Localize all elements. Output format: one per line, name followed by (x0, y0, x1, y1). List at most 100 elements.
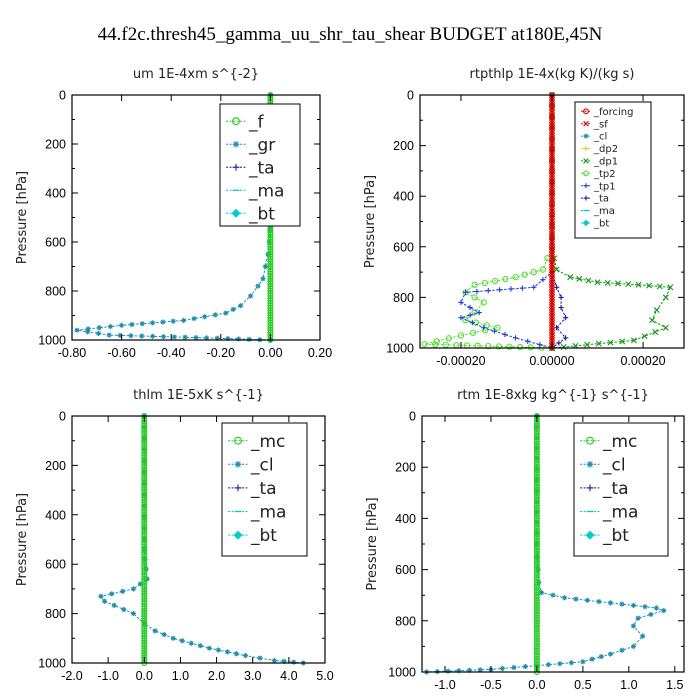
plot-area (98, 413, 306, 666)
data-point (121, 606, 127, 613)
subplot-title: um 1E-4xm s^{-2} (133, 67, 259, 82)
data-point (549, 233, 555, 240)
y-tick-label: 200 (45, 138, 66, 152)
data-point (233, 651, 240, 657)
data-point (549, 289, 555, 296)
legend-label: _forcing (593, 107, 634, 118)
data-point (471, 281, 478, 288)
data-point (545, 662, 552, 668)
data-point (433, 338, 440, 345)
data-point (531, 284, 537, 290)
x-tick-label: 0.00000 (529, 354, 574, 368)
legend-marker (586, 484, 594, 492)
legend-marker (583, 183, 589, 189)
data-point (491, 277, 499, 285)
data-point (197, 643, 203, 649)
x-tick-label: 1.5 (666, 678, 683, 692)
data-point (549, 337, 555, 344)
data-point (522, 663, 529, 670)
data-point (556, 340, 562, 346)
data-point (549, 238, 555, 245)
y-axis-label: Pressure [hPa] (15, 171, 30, 264)
data-point (471, 294, 478, 301)
x-tick-label: 0.0 (528, 678, 545, 692)
legend-marker (583, 170, 589, 177)
data-point (642, 604, 648, 610)
data-point (502, 275, 509, 283)
data-point (549, 286, 555, 293)
legend-marker (234, 436, 242, 445)
subplot-title: thlm 1E-5xK s^{-1} (133, 388, 264, 403)
data-point (549, 142, 555, 149)
data-point (549, 312, 555, 319)
data-point (649, 317, 656, 324)
legend-label: _ta (248, 158, 275, 178)
data-point (549, 299, 555, 306)
data-point (202, 314, 208, 320)
data-point (550, 592, 556, 598)
data-point (630, 602, 637, 609)
data-point (549, 226, 555, 233)
x-tick-label: 5.0 (316, 669, 333, 683)
data-point (242, 652, 249, 659)
data-point (549, 117, 555, 124)
data-point (549, 264, 555, 271)
data-point (549, 210, 555, 217)
data-point (549, 284, 555, 291)
data-point (474, 288, 480, 295)
legend-marker (583, 146, 589, 151)
data-point (235, 336, 242, 342)
data-point (561, 595, 568, 601)
data-point (549, 248, 555, 255)
data-point (238, 303, 244, 309)
data-point (481, 325, 487, 331)
data-point (549, 271, 555, 278)
legend: _f _gr _ta _ma _bt (219, 103, 301, 227)
chart-panel-4: rtm 1E-8xkg kg^{-1} s^{-1} Pressure [hPa]… (365, 388, 685, 692)
legend-marker (232, 163, 240, 171)
data-point (469, 329, 477, 336)
legend-label: _mc (250, 432, 285, 452)
data-point (485, 288, 491, 294)
y-tick-label: 400 (45, 508, 66, 522)
data-point (549, 205, 555, 212)
data-point (469, 320, 475, 326)
data-point (549, 203, 555, 210)
data-point (466, 667, 473, 673)
y-tick-label: 1000 (38, 334, 66, 348)
data-point (549, 223, 555, 230)
data-point (549, 132, 555, 139)
data-point (109, 591, 115, 597)
data-point (549, 165, 555, 172)
data-point (193, 334, 199, 341)
data-point (549, 157, 555, 164)
legend-box (219, 103, 301, 227)
data-point (206, 645, 212, 651)
data-point (549, 329, 555, 336)
data-point (171, 334, 177, 340)
data-point (480, 299, 487, 306)
legend-label: _bt (248, 204, 275, 224)
data-point (549, 183, 555, 190)
y-tick-label: 800 (393, 291, 414, 305)
x-tick-label: 1.0 (172, 669, 189, 683)
series-line (459, 95, 553, 349)
legend-label: _bt (250, 526, 277, 546)
data-point (150, 320, 156, 326)
legend-label: _cl (250, 455, 274, 475)
x-tick-label: 0.0 (136, 669, 153, 683)
subplot-title: rtm 1E-8xkg kg^{-1} s^{-1} (457, 388, 649, 403)
data-point (549, 170, 555, 177)
data-point (549, 256, 555, 263)
data-point (549, 129, 555, 136)
data-point (652, 328, 659, 335)
data-point (262, 263, 269, 270)
series-mc (533, 413, 540, 675)
legend-label: _ma (602, 503, 638, 523)
legend: _mc _cl _ta _ma _bt (221, 422, 308, 557)
data-point (662, 324, 669, 331)
data-point (549, 119, 555, 126)
data-point (445, 668, 451, 674)
x-tick-label: -0.60 (107, 346, 136, 360)
data-point (456, 668, 462, 674)
